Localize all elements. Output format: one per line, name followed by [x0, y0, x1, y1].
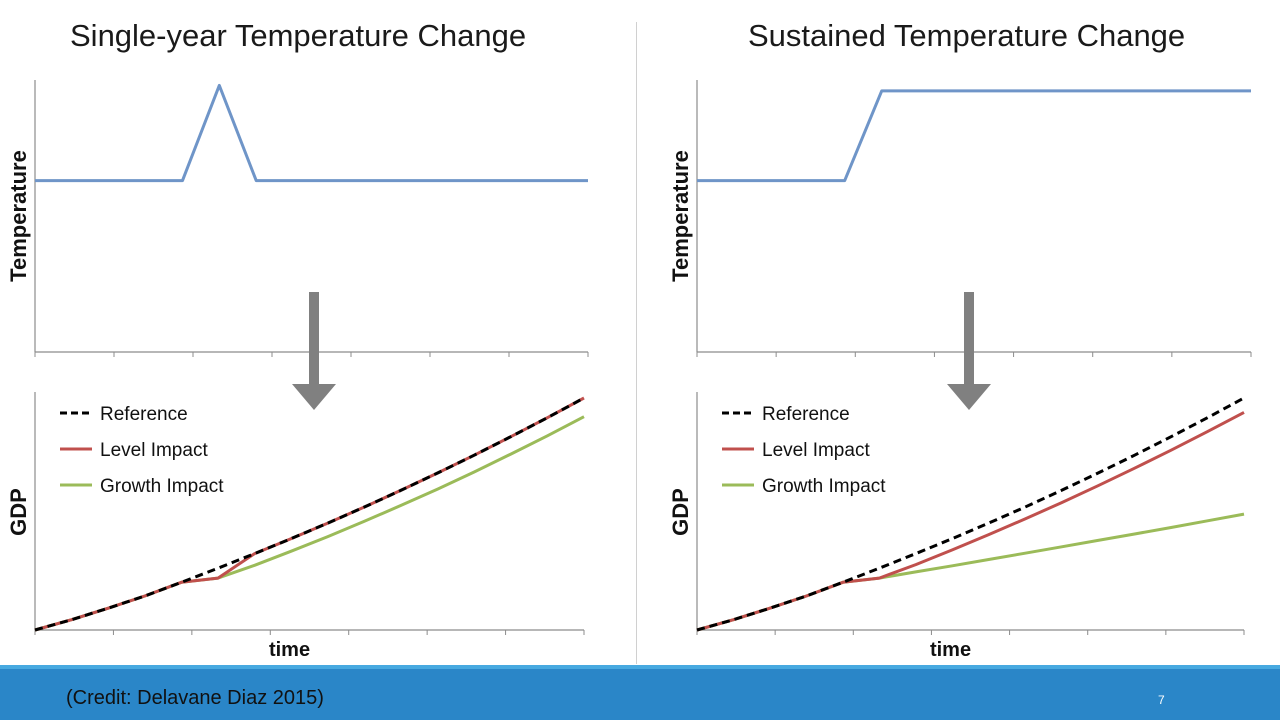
y-axis-label: GDP — [668, 488, 693, 536]
left-panel-title: Single-year Temperature Change — [70, 18, 527, 53]
level-series-line — [34, 396, 585, 632]
legend-label-growth: Growth Impact — [100, 476, 224, 497]
down-arrow-shaft — [964, 292, 974, 384]
legend-label-reference: Reference — [762, 404, 850, 425]
legend-label-reference: Reference — [100, 404, 188, 425]
temperature-series-line — [35, 83, 588, 183]
down-arrow-shaft — [309, 292, 319, 384]
reference-series-line — [696, 396, 1245, 632]
temperature-series-line — [697, 89, 1251, 183]
y-axis-label: Temperature — [668, 150, 693, 282]
page-number: 7 — [1158, 693, 1165, 707]
footer-bar: (Credit: Delavane Diaz 2015) 7 — [0, 665, 1280, 720]
y-axis-label: Temperature — [6, 150, 31, 282]
legend-label-level: Level Impact — [762, 440, 870, 461]
legend-label-level: Level Impact — [100, 440, 208, 461]
y-axis-label: GDP — [6, 488, 31, 536]
credit-text: (Credit: Delavane Diaz 2015) — [66, 687, 324, 709]
charts-canvas: Temperature GDP time Reference Level Impact G… — [6, 80, 1252, 661]
down-arrow-icon — [947, 384, 991, 410]
right-panel-title: Sustained Temperature Change — [748, 18, 1186, 53]
x-axis-label: time — [930, 639, 971, 661]
reference-series-line — [34, 396, 585, 632]
down-arrow-icon — [292, 384, 336, 410]
panel-divider — [636, 22, 637, 664]
legend-label-growth: Growth Impact — [762, 476, 886, 497]
x-axis-label: time — [269, 639, 310, 661]
